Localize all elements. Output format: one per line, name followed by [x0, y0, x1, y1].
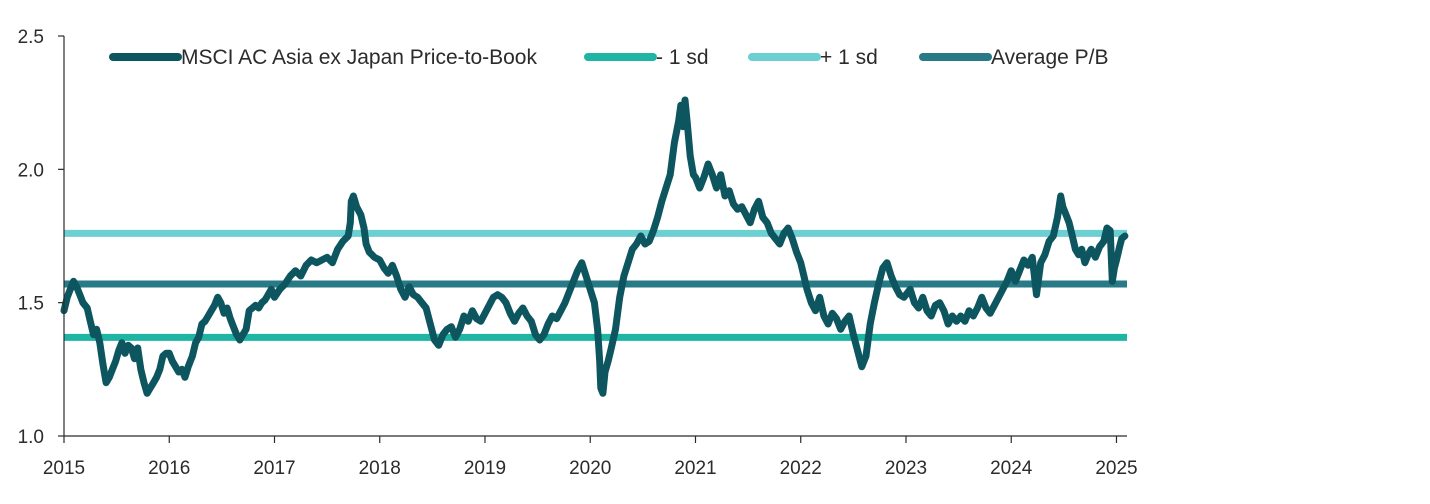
series-line-pb	[60, 96, 1129, 397]
x-tick-label: 2021	[674, 458, 716, 479]
y-ticks: 1.0 1.5 2.0 2.5	[18, 27, 64, 448]
legend-label-1: - 1 sd	[656, 46, 709, 69]
series-lines	[60, 96, 1129, 397]
y-tick-label: 1.5	[18, 294, 44, 315]
legend: MSCI AC Asia ex Japan Price-to-Book - 1 s…	[109, 46, 1109, 69]
x-tick-label: 2019	[464, 458, 506, 479]
axes	[63, 36, 1127, 437]
x-tick-label: 2018	[359, 458, 401, 479]
legend-label-0: MSCI AC Asia ex Japan Price-to-Book	[181, 46, 537, 69]
x-tick-label: 2020	[569, 458, 611, 479]
legend-label-2: + 1 sd	[820, 46, 878, 69]
x-tick-label: 2017	[253, 458, 295, 479]
y-tick-label: 1.0	[18, 427, 44, 448]
x-tick-label: 2022	[780, 458, 822, 479]
y-tick-label: 2.5	[18, 27, 44, 48]
x-tick-label: 2016	[148, 458, 190, 479]
x-tick-label: 2023	[885, 458, 927, 479]
x-tick-label: 2015	[43, 458, 85, 479]
x-tick-label: 2024	[990, 458, 1033, 479]
legend-label-3: Average P/B	[991, 46, 1109, 69]
x-tick-label: 2025	[1095, 458, 1137, 479]
y-tick-label: 2.0	[18, 160, 44, 181]
x-ticks: 2015 2016 2017 2018 2019 2020 2021 2022 2023 2024…	[43, 436, 1138, 479]
